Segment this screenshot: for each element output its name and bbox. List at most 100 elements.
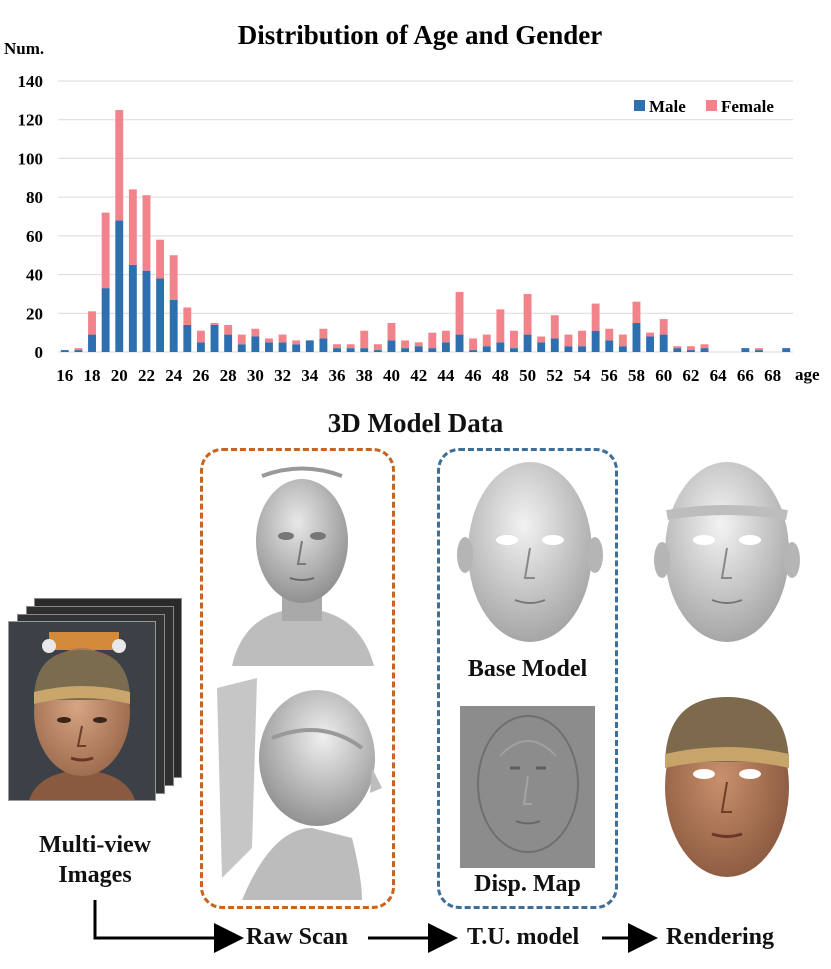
bar-male-28 [224,334,233,352]
bar-female-46 [469,338,478,351]
bar-female-45 [455,291,464,335]
y-tick-label: 80 [26,188,43,207]
x-tick-label: 64 [710,366,728,385]
rendering-label: Rendering [666,924,774,950]
rendering-grey-image [652,460,802,655]
raw-scan-side-image [212,678,387,900]
bar-male-25 [183,324,192,352]
bar-male-24 [169,299,178,352]
bar-male-47 [482,346,491,352]
bar-male-35 [319,338,328,352]
bar-female-58 [632,301,641,323]
disp-map-label: Disp. Map [474,871,581,897]
bar-female-33 [292,340,301,345]
bar-male-48 [496,342,505,352]
x-tick-label: 28 [220,366,237,385]
tu-model-label: T.U. model [467,924,580,950]
bar-male-56 [605,340,614,352]
flow-arrows [93,900,658,953]
bar-male-27 [210,324,219,352]
bar-female-19 [101,212,110,289]
bar-female-60 [659,319,668,335]
bar-male-58 [632,322,641,352]
multiview-label-line2: Images [58,862,132,888]
bar-male-21 [128,264,137,352]
arrow-multiview-to-rawscan [93,900,244,953]
bar-female-22 [142,195,151,271]
bar-female-50 [523,293,532,335]
bar-female-25 [183,307,192,325]
y-tick-label: 100 [18,149,44,168]
x-tick-label: 66 [737,366,754,385]
bar-female-32 [278,334,287,343]
bar-male-23 [156,278,165,352]
bar-male-43 [428,348,437,352]
bar-male-19 [101,288,110,352]
bar-male-59 [646,336,655,352]
bar-male-34 [305,340,314,352]
bar-female-56 [605,328,614,341]
bar-female-23 [156,239,165,279]
bar-male-54 [578,346,586,352]
bar-male-61 [673,348,682,352]
bar-male-49 [510,348,518,352]
x-tick-label: 44 [437,366,455,385]
x-tick-label: 18 [84,366,101,385]
bar-male-57 [618,346,627,352]
bar-female-17 [74,348,83,351]
raw-scan-front-image [222,466,382,666]
x-tick-label: 56 [601,366,618,385]
x-tick-label: 22 [138,366,155,385]
y-tick-label: 120 [18,111,44,130]
age-gender-chart: Distribution of Age and Gender Num. 0 20 40 6… [4,20,820,385]
bar-male-30 [251,336,260,352]
bar-female-42 [414,342,423,347]
bar-female-55 [591,303,600,331]
bar-male-20 [115,220,124,352]
x-tick-label: 40 [383,366,400,385]
bar-male-46 [469,350,478,352]
legend-swatch-female [706,100,717,111]
bar-male-51 [537,342,546,352]
bar-female-36 [333,344,341,349]
y-tick-label: 20 [26,304,43,323]
raw-scan-label: Raw Scan [246,924,349,950]
bar-male-55 [591,330,600,352]
bar-male-16 [60,350,69,352]
bar-male-60 [659,334,668,352]
x-tick-label: 30 [247,366,264,385]
legend-swatch-male [634,100,645,111]
bar-female-51 [537,336,546,343]
y-tick-label: 0 [35,343,44,362]
bar-male-36 [333,348,341,352]
bar-male-37 [346,348,355,352]
bar-female-49 [510,330,518,349]
displacement-map-image [460,706,595,868]
bar-female-20 [115,110,124,221]
chart-title: Distribution of Age and Gender [238,20,603,50]
bar-male-44 [441,342,450,352]
x-tick-label: 52 [546,366,563,385]
x-tick-label: 50 [519,366,536,385]
bar-male-38 [360,348,369,352]
bar-male-45 [455,334,464,352]
bar-male-40 [387,340,396,352]
x-tick-label: 38 [356,366,373,385]
x-tick-label: 26 [192,366,209,385]
raw-scan-box [200,448,395,909]
bar-male-50 [523,334,532,352]
bar-male-31 [265,342,273,352]
x-tick-label: 68 [764,366,781,385]
x-tick-label: 46 [465,366,482,385]
bar-male-32 [278,342,287,352]
y-tick-label: 60 [26,227,43,246]
x-tick-label: 16 [56,366,73,385]
bar-female-44 [441,330,450,343]
x-tick-label: 24 [165,366,183,385]
bar-male-18 [88,334,96,352]
x-tick-label: 58 [628,366,645,385]
bar-female-35 [319,328,328,339]
bar-male-69 [782,348,791,352]
bar-male-29 [237,344,246,352]
bar-female-39 [373,344,382,351]
